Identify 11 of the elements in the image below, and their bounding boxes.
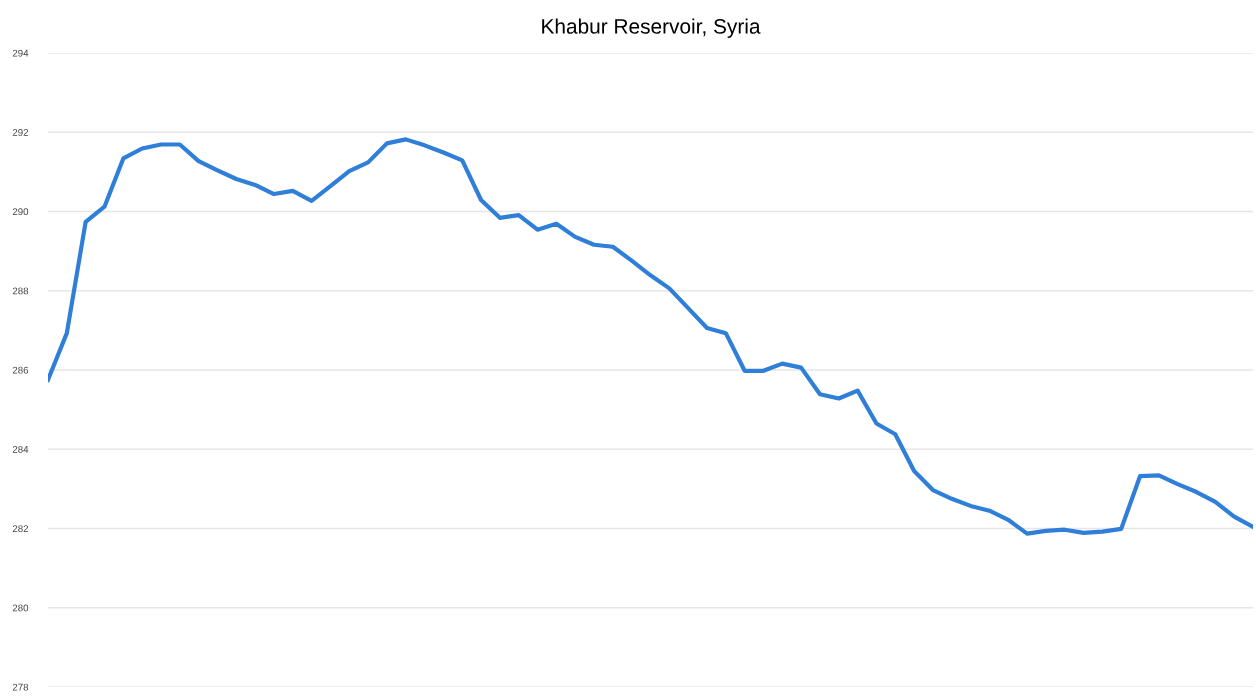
y-tick-label: 280 xyxy=(12,604,29,612)
line-series xyxy=(48,137,1253,536)
y-tick-label: 286 xyxy=(12,366,29,374)
y-tick-label: 288 xyxy=(12,287,29,295)
y-tick-label: 294 xyxy=(12,49,29,57)
y-tick-label: 292 xyxy=(12,128,29,136)
y-tick-label: 290 xyxy=(12,208,29,216)
chart-title: Khabur Reservoir, Syria xyxy=(542,18,761,38)
y-tick-label: 282 xyxy=(12,525,29,533)
y-tick-label: 278 xyxy=(12,683,29,691)
y-tick-label: 284 xyxy=(12,445,29,453)
